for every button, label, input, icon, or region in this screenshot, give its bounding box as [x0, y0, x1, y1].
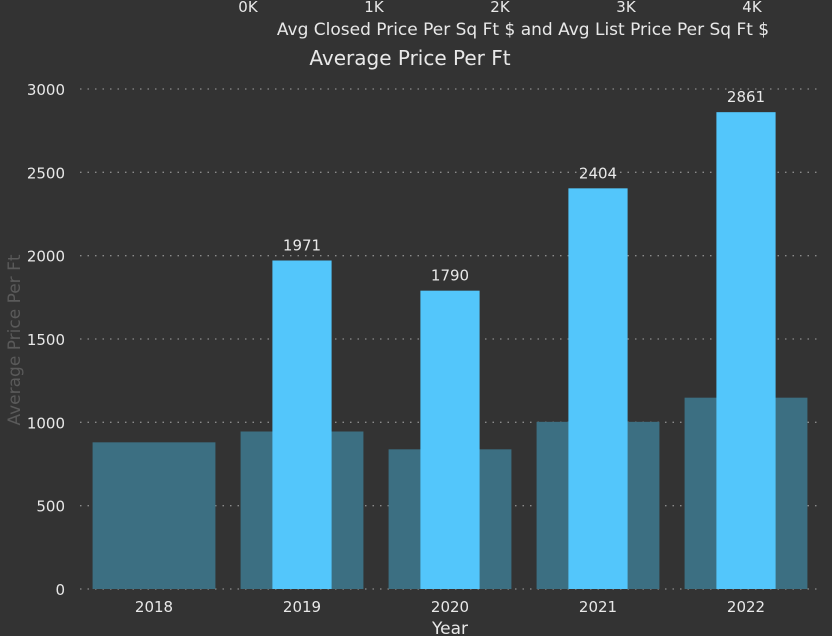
y-tick-label: 500: [36, 498, 65, 516]
x-tick-label: 2020: [431, 598, 469, 616]
subtitle: Avg Closed Price Per Sq Ft $ and Avg Lis…: [277, 20, 769, 40]
y-axis-label: Average Price Per Ft: [5, 254, 25, 425]
y-tick-label: 2000: [27, 248, 65, 266]
top-axis-tick-label: 0K: [238, 0, 259, 16]
bar-foreground-2021: [568, 188, 628, 590]
bar-foreground-2020: [420, 290, 480, 589]
x-tick-label: 2021: [579, 598, 617, 616]
data-label-2021: 2404: [579, 164, 617, 182]
x-axis-label: Year: [431, 619, 468, 636]
x-tick-label: 2019: [283, 598, 321, 616]
data-label-2020: 1790: [431, 267, 469, 285]
data-labels: 1971 1790 2404 2861: [283, 88, 765, 285]
bar-background-2018: [92, 442, 216, 589]
x-tick-label: 2022: [727, 598, 765, 616]
x-tick-label: 2018: [135, 598, 173, 616]
data-label-2019: 1971: [283, 237, 321, 255]
x-axis-tick-labels: 2018 2019 2020 2021 2022: [135, 598, 765, 616]
y-tick-label: 1500: [27, 331, 65, 349]
top-axis-tick-label: 1K: [364, 0, 385, 16]
data-label-2022: 2861: [727, 88, 765, 106]
y-tick-label: 0: [55, 581, 65, 599]
top-axis-tick-labels: 0K 1K 2K 3K 4K: [238, 0, 763, 16]
chart-title: Average Price Per Ft: [309, 46, 510, 70]
y-axis-tick-labels: 0 500 1000 1500 2000 2500 3000: [27, 81, 65, 599]
y-tick-label: 2500: [27, 164, 65, 182]
top-axis-tick-label: 2K: [490, 0, 511, 16]
y-tick-label: 3000: [27, 81, 65, 99]
top-axis-tick-label: 3K: [616, 0, 637, 16]
bar-foreground-2022: [716, 112, 776, 590]
bar-foreground-2019: [272, 260, 332, 589]
y-tick-label: 1000: [27, 414, 65, 432]
foreground-bar-series: [272, 112, 776, 590]
top-axis-tick-label: 4K: [742, 0, 763, 16]
